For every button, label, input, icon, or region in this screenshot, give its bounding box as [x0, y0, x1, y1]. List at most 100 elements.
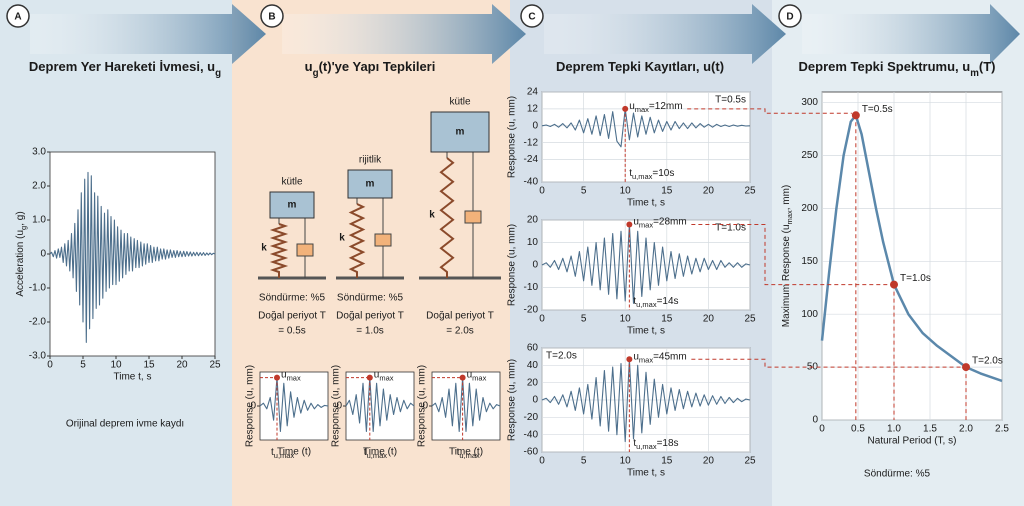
time-label-part: t	[633, 296, 636, 307]
y-tick-label: 10	[527, 237, 539, 248]
y-tick-label: 300	[801, 97, 818, 108]
mass-label: m	[366, 179, 375, 190]
x-tick-label: 10	[620, 314, 632, 325]
mass	[347, 169, 393, 199]
x-tick-label: 15	[661, 186, 673, 197]
y-tick-label: 2.0	[32, 181, 46, 192]
y-axis-label: Maximum Response (umax, mm)	[781, 185, 795, 328]
x-tick-label: 5	[581, 456, 587, 467]
point-label: T=1.0s	[900, 273, 931, 284]
peak-label: umax=45mm	[633, 351, 686, 365]
x-tick-label: 25	[744, 456, 756, 467]
x-tick-label: 10	[110, 360, 122, 371]
data-line	[49, 171, 216, 343]
period-line: Doğal periyot T	[258, 311, 326, 322]
letter-badge	[260, 4, 284, 28]
y-tick-label: -40	[524, 177, 539, 188]
letter-badge	[6, 4, 30, 28]
damper	[464, 210, 482, 224]
peak-label: umax	[374, 369, 394, 383]
mass-label: m	[288, 200, 297, 211]
time-label-part: t	[271, 447, 274, 458]
data-line	[541, 108, 751, 148]
point-label: T=2.0s	[972, 356, 1003, 367]
period-line: = 0.5s	[278, 326, 306, 337]
x-tick-label: 10	[620, 456, 632, 467]
y-tick-label: 0	[532, 260, 538, 271]
peak-label-part: max	[635, 105, 649, 114]
period-label: T=1.0s	[715, 223, 746, 234]
time-label-part: t	[629, 168, 632, 179]
x-tick-label: 15	[143, 360, 155, 371]
peak-label-part: max	[639, 356, 653, 365]
peak-label-part: u	[281, 369, 287, 380]
damping-label: Söndürme: %5	[337, 293, 404, 304]
y-axis-label: Response (u, mm)	[417, 365, 428, 447]
plot-area	[541, 91, 751, 183]
header-arrow	[282, 4, 526, 64]
letter-badge	[778, 4, 802, 28]
y-axis-label-part: , g)	[15, 211, 26, 225]
data-line	[431, 377, 501, 433]
peak-label-part: max	[472, 374, 486, 383]
panel-letter: D	[786, 12, 793, 23]
y-tick-label: -40	[524, 429, 539, 440]
y-axis-label: Response (u, mm)	[331, 365, 342, 447]
spring	[439, 157, 455, 278]
time-label-part: u,max	[636, 300, 657, 309]
x-axis-label: Natural Period (T, s)	[868, 436, 957, 447]
y-tick-label: -10	[524, 282, 539, 293]
time-label-part: u,max	[459, 451, 480, 460]
y-tick-label: 0	[336, 401, 342, 412]
data-line	[541, 358, 751, 443]
y-axis-label-part: g	[19, 226, 28, 230]
time-label-part: t	[457, 447, 460, 458]
panel-title-part: Deprem Tepki Kayıtları, u(t)	[556, 59, 724, 74]
x-tick-label: 15	[661, 314, 673, 325]
letter-badge	[520, 4, 544, 28]
y-tick-label: 40	[527, 360, 539, 371]
data-line	[259, 377, 329, 433]
damper	[374, 233, 392, 247]
panel-title-part: g	[215, 68, 221, 79]
y-axis-label: Response (u, mm)	[507, 96, 518, 178]
panel-title-part: (t)'ye Yapı Tepkileri	[319, 59, 436, 74]
peak-label-part: max	[379, 374, 393, 383]
x-tick-label: 5	[581, 186, 587, 197]
structure-label: kütle	[449, 97, 471, 108]
y-tick-label: 1.0	[32, 215, 46, 226]
x-tick-label: 0	[47, 360, 53, 371]
spectrum-point	[890, 280, 898, 289]
x-tick-label: 20	[703, 314, 715, 325]
y-tick-label: -24	[524, 154, 539, 165]
y-tick-label: 250	[801, 150, 818, 161]
spring-label: k	[429, 210, 435, 221]
x-tick-label: 5	[80, 360, 86, 371]
peak-label-part: u	[374, 369, 380, 380]
y-tick-label: 3.0	[32, 147, 46, 158]
y-tick-label: 150	[801, 256, 818, 267]
time-label-part: u,max	[274, 451, 295, 460]
caption: Orijinal deprem ivme kaydı	[66, 419, 184, 430]
x-tick-label: 1.5	[923, 424, 937, 435]
x-tick-label: 2.5	[995, 424, 1009, 435]
structure-label: kütle	[281, 177, 303, 188]
panel-title-part: (T)	[979, 59, 996, 74]
y-axis-label-part: , mm)	[781, 185, 792, 211]
x-axis-label: Time t, s	[627, 198, 665, 209]
y-axis-label: Response (u, mm)	[507, 224, 518, 306]
y-axis-label: Acceleration (ug, g)	[15, 211, 29, 296]
leader-line	[691, 358, 962, 368]
mass	[269, 191, 315, 219]
damping-label: Söndürme: %5	[259, 293, 326, 304]
y-tick-label: 200	[801, 203, 818, 214]
caption: Söndürme: %5	[864, 469, 931, 480]
header-arrow	[802, 4, 1020, 64]
x-tick-label: 10	[620, 186, 632, 197]
data-line	[820, 114, 1003, 383]
panel-title-part: Deprem Tepki Spektrumu, u	[799, 59, 971, 74]
peak-label-part: max	[287, 374, 301, 383]
point-label: T=0.5s	[862, 104, 893, 115]
peak-point	[626, 356, 633, 363]
x-tick-label: 1.0	[887, 424, 901, 435]
